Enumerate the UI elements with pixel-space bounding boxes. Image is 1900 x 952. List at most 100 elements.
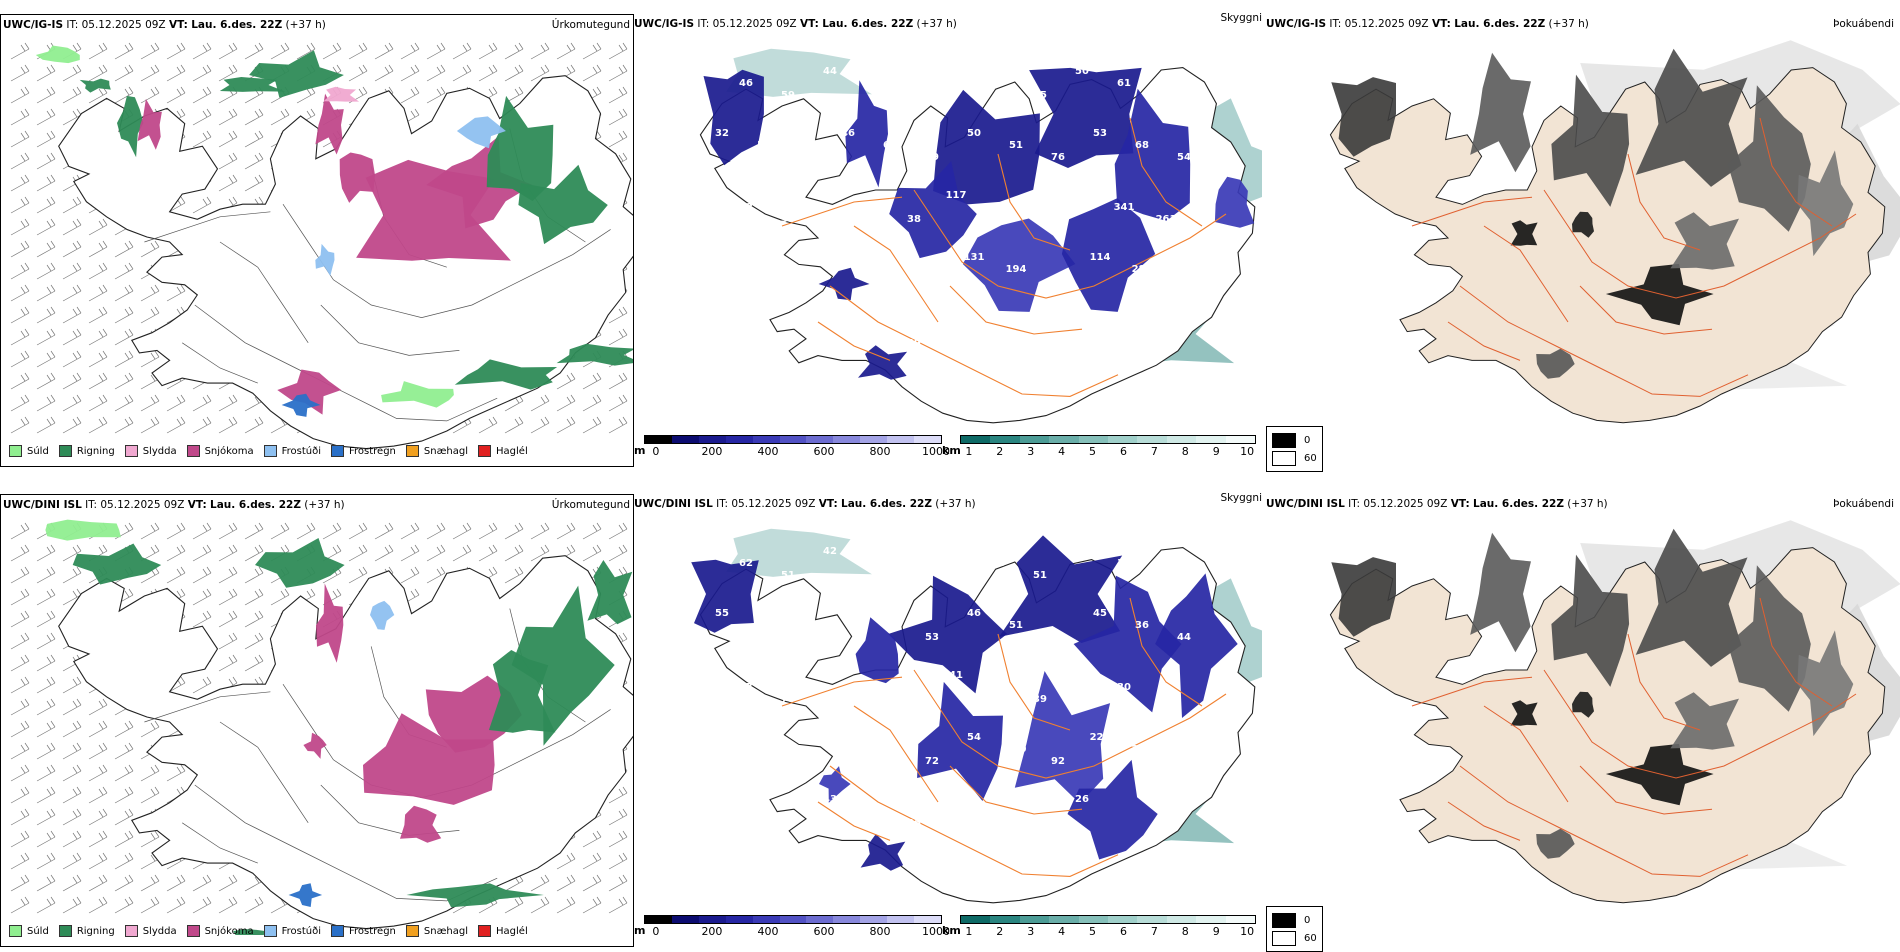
precip-type-map[interactable] [1,515,633,935]
wind-barb [36,372,56,390]
wind-barb [270,108,290,126]
wind-barb [10,416,30,434]
wind-barb [504,896,524,914]
wind-barb [114,896,134,914]
colorbar-tick: 800 [869,445,891,458]
vt-label: VT: [1450,498,1470,510]
colorbar-tick: 0 [652,925,660,938]
road-line [817,801,891,841]
cloud-base-label: 43 [865,326,879,337]
road-line [1447,321,1521,361]
road-line [1759,117,1833,227]
colorbar-tick: 0 [652,445,660,458]
wind-barb [218,130,238,148]
precip-area [255,538,345,588]
cloud-base-area [1067,759,1158,860]
it-label: IT: [716,498,729,510]
wind-barb [62,874,82,892]
wind-barb [608,86,628,104]
wind-barb [36,284,56,302]
wind-barb [88,218,108,236]
wind-barb [114,742,134,760]
wind-barb [10,522,30,540]
wind-barb [530,874,550,892]
wind-barb [10,764,30,782]
panel-title: UWC/DINI ISL IT: 05.12.2025 09Z VT: Lau.… [634,498,976,511]
legend-swatch [263,925,277,937]
precip-area [370,600,395,630]
cloud-base-label: 73 [883,744,897,755]
wind-barb [608,896,628,914]
cloud-base-visibility-map[interactable]: 51 46 59 44 37 37 48 57 45 50 61 22 32 57 72 46 62 49 50 51… [634,34,1262,446]
fog-indicator-map[interactable] [1264,34,1900,434]
wind-barb [62,108,82,126]
cloud-base-label: 99 [697,794,711,805]
wind-barb [36,830,56,848]
road-line [853,225,939,323]
wind-barb [10,720,30,738]
wind-barb [114,86,134,104]
colorbar-cell [671,916,699,923]
road-line [144,691,271,723]
precip-area [35,45,80,64]
wind-barb [36,566,56,584]
wind-barb [36,874,56,892]
panel-title: UWC/IG-IS IT: 05.12.2025 09Z VT: Lau. 6.… [634,18,957,31]
colorbar-cell [645,916,672,923]
precip-area [315,93,344,155]
colorbar-cell [752,916,780,923]
wind-barb [140,86,160,104]
colorbar-cell [1078,916,1109,923]
road-line [853,705,939,803]
legend-swatch [186,445,200,457]
legend-swatch [58,445,72,457]
cloud-base-label: 61 [865,682,879,693]
road-line [320,304,460,356]
fog-area [1331,77,1396,157]
precip-area [45,519,121,541]
cloud-base-label: 48 [949,314,963,325]
precip-type-map[interactable] [1,35,633,455]
colorbar-tick: 9 [1212,445,1220,458]
legend-swatch [405,925,419,937]
cloud-base-label: 44 [823,66,837,77]
wind-barb [244,632,264,650]
wind-barb [88,720,108,738]
wind-barb [218,896,238,914]
it-value: 05.12.2025 09Z [712,18,797,30]
wind-barb [296,42,316,60]
legend-swatch [124,925,138,937]
legend-item: Haglél [478,445,528,457]
wind-barb [608,522,628,540]
cloud-base-label: 48 [949,66,963,77]
wind-barb [114,764,134,782]
fog-indicator-panel: UWC/DINI ISL IT: 05.12.2025 09Z VT: Lau.… [1264,494,1900,952]
wind-barb [608,108,628,126]
wind-barb [218,610,238,628]
wind-barb [114,328,134,346]
colorbar-cell [1108,436,1138,443]
wind-barb [530,42,550,60]
precip-area [315,243,335,276]
road-line [781,676,903,707]
legend-swatch [478,445,492,457]
wind-barb [88,64,108,82]
colorbar-cell [833,916,861,923]
wind-barb [608,372,628,390]
colorbar-tick: 4 [1058,445,1066,458]
wind-barb [192,86,212,104]
wind-barb [556,394,576,412]
wind-barb [192,896,212,914]
it-value: 05.12.2025 09Z [731,498,816,510]
precip-type-panel: UWC/DINI ISL IT: 05.12.2025 09Z VT: Lau.… [0,494,634,947]
wind-barb [88,896,108,914]
wind-barb [88,698,108,716]
wind-barb [36,130,56,148]
colorbar-cell [1078,436,1109,443]
wind-barb [10,350,30,368]
cloud-base-area [855,617,899,684]
fog-indicator-map[interactable] [1264,514,1900,914]
cloud-base-visibility-map[interactable]: 56 62 51 42 40 44 45 44 51 39 33 34 55 59 63 47 48 53 46 51… [634,514,1262,926]
colorbar-cell [887,436,915,443]
it-label: IT: [66,19,79,31]
